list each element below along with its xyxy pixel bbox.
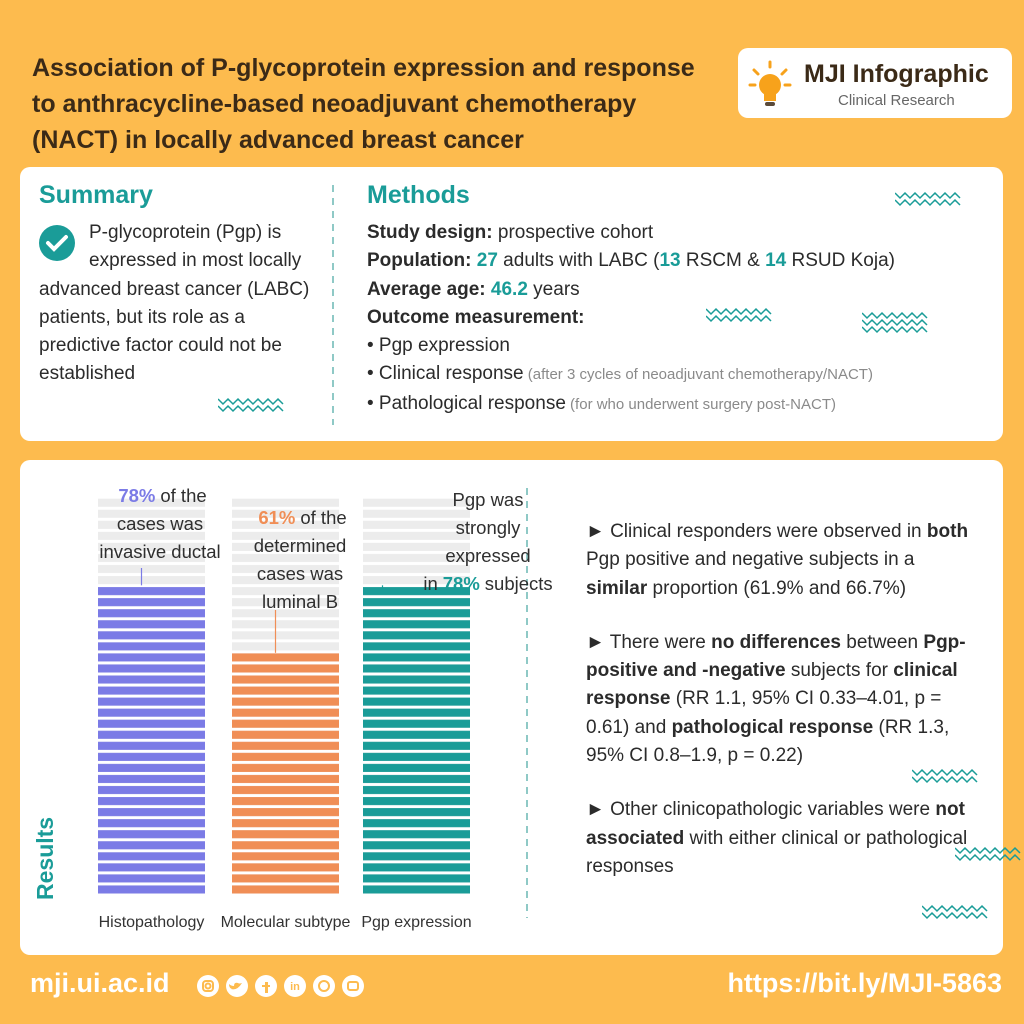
caption-text: subjects (484, 573, 553, 594)
text-segment: both (926, 521, 969, 542)
text-line: ► Clinical responders were observed in b… (586, 518, 981, 603)
summary-heading: Summary (39, 181, 153, 209)
summary-text: P-glycoprotein (Pgp) is expressed in mos… (39, 222, 310, 385)
text-segment: prospective cohort (492, 222, 654, 243)
text-segment: 46.2 (490, 278, 528, 300)
text-segment: (for who underwent surgery post-NACT) (565, 395, 836, 413)
title: Association of P-glycoprotein expression… (32, 54, 695, 154)
zigzag (912, 768, 978, 784)
svg-text:in: in (290, 981, 300, 993)
text-segment: RSUD Koja) (786, 250, 895, 272)
social-icons: in (197, 975, 364, 997)
text-segment: adults with LABC ( (497, 250, 660, 272)
text-segment: ► There were (586, 631, 712, 653)
text-segment: between (841, 631, 924, 653)
zigzag (955, 846, 1021, 862)
text-segment: Pgp positive and negative subjects in a (586, 549, 915, 571)
column-name: Molecular subtype (220, 914, 351, 931)
brand-sub: Clinical Research (838, 92, 955, 109)
text-segment: clinical response (586, 660, 958, 710)
text-segment: subjects for (785, 660, 894, 682)
text-segment: Population: (367, 250, 472, 272)
text-segment: • Pgp expression (367, 335, 510, 357)
text-segment: 27 (476, 250, 498, 272)
zigzag (895, 191, 961, 207)
results-label: Results (32, 816, 58, 900)
text-segment: ► Clinical responders were observed in (586, 521, 927, 542)
divider (526, 488, 528, 918)
caption-text: Pgp was strongly expressed in (423, 489, 531, 594)
caption-text: of the cases was invasive ductal (99, 485, 221, 562)
text-segment: 13 (659, 250, 681, 272)
text-line: Outcome measurement: (367, 304, 987, 332)
bar (98, 585, 205, 895)
methods-list: Study design: prospective cohort Populati… (367, 219, 987, 419)
text-line: ► There were no differences between Pgp-… (586, 629, 981, 770)
bar (232, 652, 339, 895)
text-segment: Study design: (367, 222, 493, 243)
text-line: Study design: prospective cohort (367, 219, 987, 247)
text-segment: Pgp-positive and -negative (586, 631, 966, 682)
text-segment: • Clinical response (367, 363, 524, 385)
value-label: 61% (258, 507, 296, 528)
caption: 61% of the determined cases was luminal B (230, 504, 370, 616)
findings: ► Clinical responders were observed in b… (586, 518, 981, 881)
methods-heading: Methods (367, 181, 470, 209)
value-label: 78% (442, 573, 480, 594)
text-segment: years (527, 278, 580, 300)
text-segment: (RR 1.1, 95% CI 0.33–4.01, p = 0.61) and (586, 688, 942, 738)
text-line: ► Other clinicopathologic variables were… (586, 796, 981, 881)
summary-card: Summary P-glycoprotein (Pgp) is expresse… (20, 167, 1003, 441)
text-segment: (after 3 cycles of neoadjuvant chemother… (523, 366, 873, 384)
check-icon (39, 225, 75, 261)
text-segment: Outcome measurement: (367, 306, 585, 328)
text-segment: no differences (711, 631, 841, 653)
results-card: Results ► Clinical responders were obser… (20, 460, 1021, 955)
column-name: Pgp expression (361, 914, 472, 931)
summary-block: P-glycoprotein (Pgp) is expressed in mos… (39, 219, 319, 389)
text-segment: 14 (765, 250, 787, 272)
text-line: Average age: 46.2 years (367, 276, 987, 304)
divider (332, 185, 334, 425)
text-segment: ► Other clinicopathologic variables were (586, 799, 936, 821)
zigzag (862, 311, 928, 334)
caption: Pgp was strongly expressed in 78% subjects (418, 486, 558, 598)
zigzag (922, 904, 988, 920)
bar-columns (98, 498, 470, 895)
text-line: • Pathological response (for who underwe… (367, 390, 987, 419)
caption-text: of the determined cases was luminal B (253, 507, 347, 612)
text-segment: pathological response (671, 716, 874, 738)
zigzag (706, 307, 772, 323)
footer-site[interactable]: mji.ui.ac.id (30, 968, 170, 998)
text-segment: with either clinical or pathological res… (586, 827, 968, 877)
text-segment: not associated (586, 799, 965, 849)
text-line: • Pgp expression (367, 332, 987, 360)
text-line: Population: 27 adults with LABC (13 RSCM… (367, 247, 987, 275)
text-segment: RSCM & (680, 250, 766, 272)
bar (363, 585, 470, 895)
text-segment: proportion (61.9% and 66.7%) (647, 577, 907, 599)
value-label: 78% (118, 485, 156, 506)
text-segment: (RR 1.3, 95% CI 0.8–1.9, p = 0.22) (586, 716, 950, 767)
bulb-icon (748, 60, 792, 106)
brand-box: MJI Infographic Clinical Research (738, 48, 1012, 118)
footer-url[interactable]: https://bit.ly/MJI-5863 (727, 968, 1002, 998)
text-segment: Average age: (367, 278, 491, 300)
text-segment: • Pathological response (367, 392, 566, 414)
text-segment: similar (586, 577, 648, 599)
zigzag (218, 397, 284, 413)
text-line: • Clinical response (after 3 cycles of n… (367, 360, 987, 389)
column-name: Histopathology (98, 914, 205, 931)
brand-name: MJI Infographic (804, 60, 989, 88)
caption: 78% of the cases was invasive ductal (90, 482, 230, 566)
